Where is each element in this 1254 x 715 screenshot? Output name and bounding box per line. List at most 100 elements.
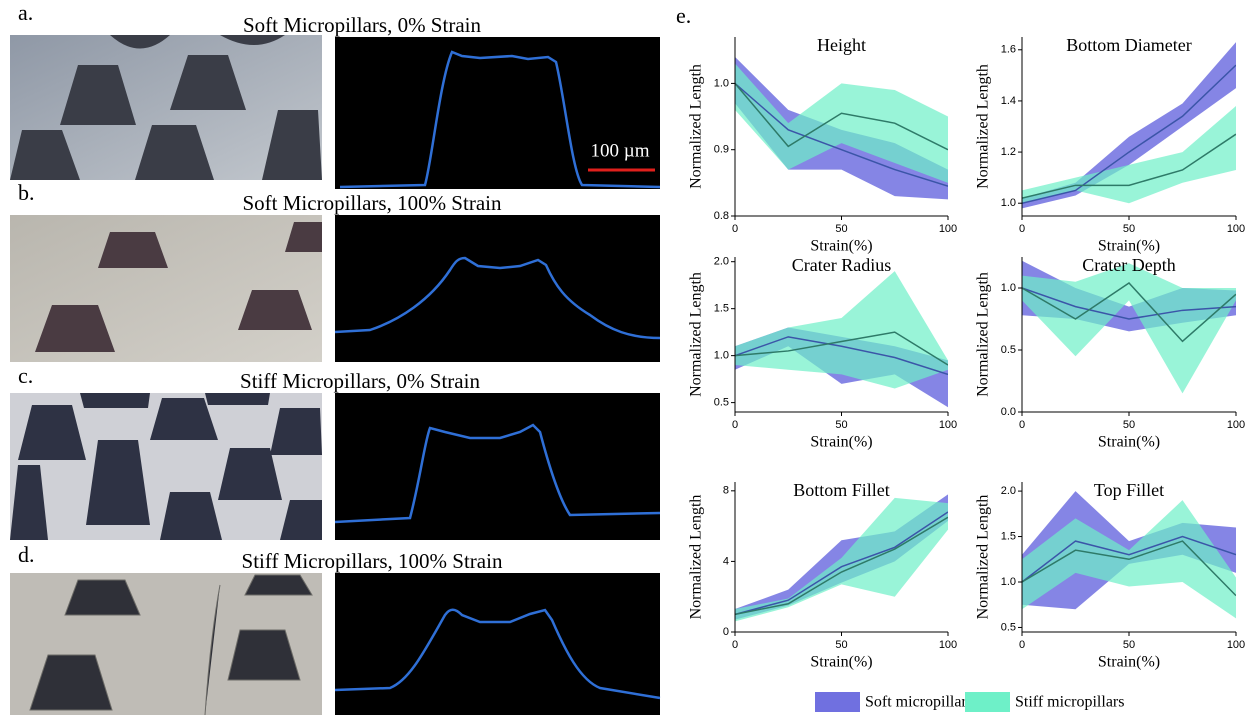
plot-area xyxy=(735,56,948,200)
panel-label: b. xyxy=(18,180,35,205)
photo-c xyxy=(10,393,322,540)
photo-a xyxy=(10,35,322,180)
x-tick-label: 0 xyxy=(1019,639,1025,651)
line xyxy=(735,516,948,616)
y-tick-label: 4 xyxy=(723,555,729,567)
x-tick-label: 0 xyxy=(1019,223,1025,235)
plot-area xyxy=(1022,491,1236,619)
y-axis-label: Normalized Length xyxy=(688,64,705,189)
y-axis-label: Normalized Length xyxy=(688,495,705,620)
x-tick-label: 100 xyxy=(1227,419,1245,431)
legend-swatch xyxy=(815,692,860,712)
band xyxy=(735,494,948,620)
x-axis-label: Strain(%) xyxy=(810,434,872,451)
band xyxy=(735,271,948,389)
x-tick-label: 0 xyxy=(732,639,738,651)
y-tick-label: 0.5 xyxy=(1001,344,1016,356)
panel-title: Soft Micropillars, 0% Strain xyxy=(243,13,481,37)
y-tick-label: 0 xyxy=(723,626,729,638)
x-tick-label: 50 xyxy=(835,223,847,235)
band xyxy=(735,63,948,183)
x-tick-label: 0 xyxy=(732,419,738,431)
y-tick-label: 0.5 xyxy=(1001,621,1016,633)
x-tick-label: 50 xyxy=(1123,639,1135,651)
y-tick-label: 1.6 xyxy=(1001,44,1016,56)
panel-title: Stiff Micropillars, 0% Strain xyxy=(240,369,480,393)
x-tick-label: 100 xyxy=(939,419,957,431)
band xyxy=(735,497,948,622)
y-tick-label: 2.0 xyxy=(1001,485,1016,497)
band xyxy=(1022,106,1236,204)
y-tick-label: 1.5 xyxy=(714,303,729,315)
x-tick-label: 50 xyxy=(1123,419,1135,431)
chart-title: Crater Radius xyxy=(792,255,891,275)
line xyxy=(1022,540,1236,597)
line xyxy=(1022,133,1236,199)
x-tick-label: 50 xyxy=(835,419,847,431)
profile-d xyxy=(334,573,661,715)
plot-area xyxy=(1022,260,1236,394)
chart-title: Bottom Fillet xyxy=(793,480,890,500)
y-tick-label: 1.0 xyxy=(1001,197,1016,209)
y-axis-label: Normalized Length xyxy=(688,272,705,397)
x-axis-label: Strain(%) xyxy=(1098,238,1160,255)
x-axis-label: Strain(%) xyxy=(1098,434,1160,451)
chart-title: Bottom Diameter xyxy=(1066,35,1191,55)
x-tick-label: 0 xyxy=(732,223,738,235)
line xyxy=(1022,282,1236,343)
line xyxy=(735,336,948,376)
y-tick-label: 2.0 xyxy=(714,256,729,268)
chart-title: Top Fillet xyxy=(1094,480,1164,500)
chart-title: Height xyxy=(817,35,866,55)
y-tick-label: 8 xyxy=(723,485,729,497)
line xyxy=(1022,64,1236,204)
scale-bar-label: 100 µm xyxy=(591,140,650,161)
y-axis-label: Normalized Length xyxy=(975,64,992,189)
y-tick-label: 1.0 xyxy=(1001,282,1016,294)
profile-a: 100 µm xyxy=(335,37,661,189)
x-tick-label: 50 xyxy=(1123,223,1135,235)
y-tick-label: 0.5 xyxy=(714,397,729,409)
x-tick-label: 50 xyxy=(835,639,847,651)
chart-title: Crater Depth xyxy=(1082,255,1175,275)
plot-area xyxy=(735,494,948,622)
x-axis-label: Strain(%) xyxy=(810,654,872,671)
plot-area xyxy=(735,271,948,408)
panel-label: c. xyxy=(18,363,33,388)
photo-b xyxy=(10,215,322,362)
panel-label: e. xyxy=(676,3,691,28)
x-tick-label: 100 xyxy=(939,223,957,235)
y-tick-label: 0.9 xyxy=(714,144,729,156)
panel-title: Soft Micropillars, 100% Strain xyxy=(243,191,502,215)
line xyxy=(735,511,948,616)
line xyxy=(735,331,948,366)
charts: 0.8 0.9 1.0 0 50 100 Height Strain(%) Normalized… xyxy=(688,35,1245,712)
legend-label: Soft micropillars xyxy=(865,694,973,711)
y-tick-label: 1.5 xyxy=(1001,530,1016,542)
profile-c xyxy=(334,393,661,540)
y-axis-label: Normalized Length xyxy=(975,495,992,620)
y-tick-label: 1.0 xyxy=(714,350,729,362)
y-tick-label: 1.4 xyxy=(1001,95,1016,107)
profile-b xyxy=(334,215,661,362)
x-tick-label: 100 xyxy=(1227,639,1245,651)
y-tick-label: 0.8 xyxy=(714,210,729,222)
photo-d xyxy=(10,573,322,715)
x-tick-label: 100 xyxy=(939,639,957,651)
x-axis-label: Strain(%) xyxy=(1098,654,1160,671)
x-axis-label: Strain(%) xyxy=(810,238,872,255)
y-axis-label: Normalized Length xyxy=(975,272,992,397)
y-tick-label: 1.0 xyxy=(1001,576,1016,588)
line xyxy=(735,82,948,151)
plot-area xyxy=(1022,42,1236,209)
x-tick-label: 0 xyxy=(1019,419,1025,431)
panel-label: d. xyxy=(18,542,35,567)
panel-label: a. xyxy=(18,0,33,25)
y-tick-label: 0.0 xyxy=(1001,406,1016,418)
line xyxy=(1022,287,1236,320)
legend-label: Stiff micropillars xyxy=(1015,694,1124,711)
line xyxy=(735,82,948,187)
panel-title: Stiff Micropillars, 100% Strain xyxy=(242,549,503,573)
x-tick-label: 100 xyxy=(1227,223,1245,235)
